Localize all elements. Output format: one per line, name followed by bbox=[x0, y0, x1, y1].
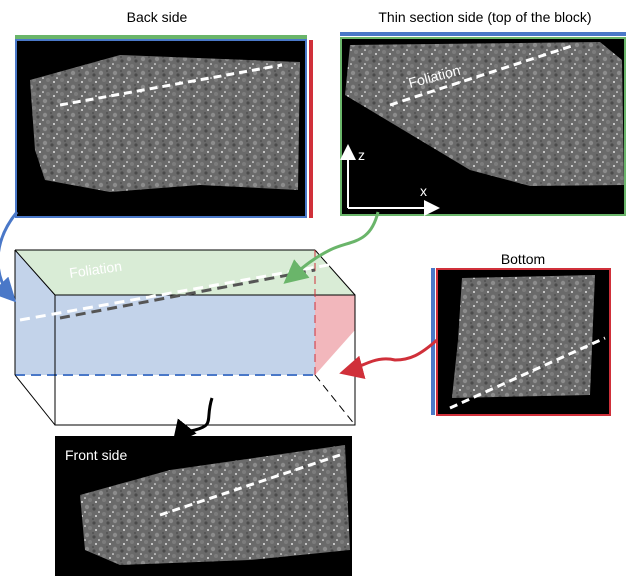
arrow bbox=[345, 340, 437, 372]
front-face-fill bbox=[55, 295, 315, 375]
arrow bbox=[0, 212, 17, 298]
arrow bbox=[176, 398, 212, 440]
panel-title: Back side bbox=[127, 9, 188, 25]
edge bbox=[15, 375, 55, 425]
panel-title: Bottom bbox=[501, 251, 545, 267]
axis-label: z bbox=[358, 147, 365, 163]
edge bbox=[315, 375, 355, 425]
panel-title: Front side bbox=[65, 447, 127, 463]
axis-label: x bbox=[420, 183, 427, 199]
figure: Back side Thin section side (top of the … bbox=[0, 0, 626, 576]
sample bbox=[30, 55, 300, 192]
sample bbox=[452, 275, 595, 398]
panel-title: Thin section side (top of the block) bbox=[378, 9, 591, 25]
right-face bbox=[315, 295, 355, 375]
